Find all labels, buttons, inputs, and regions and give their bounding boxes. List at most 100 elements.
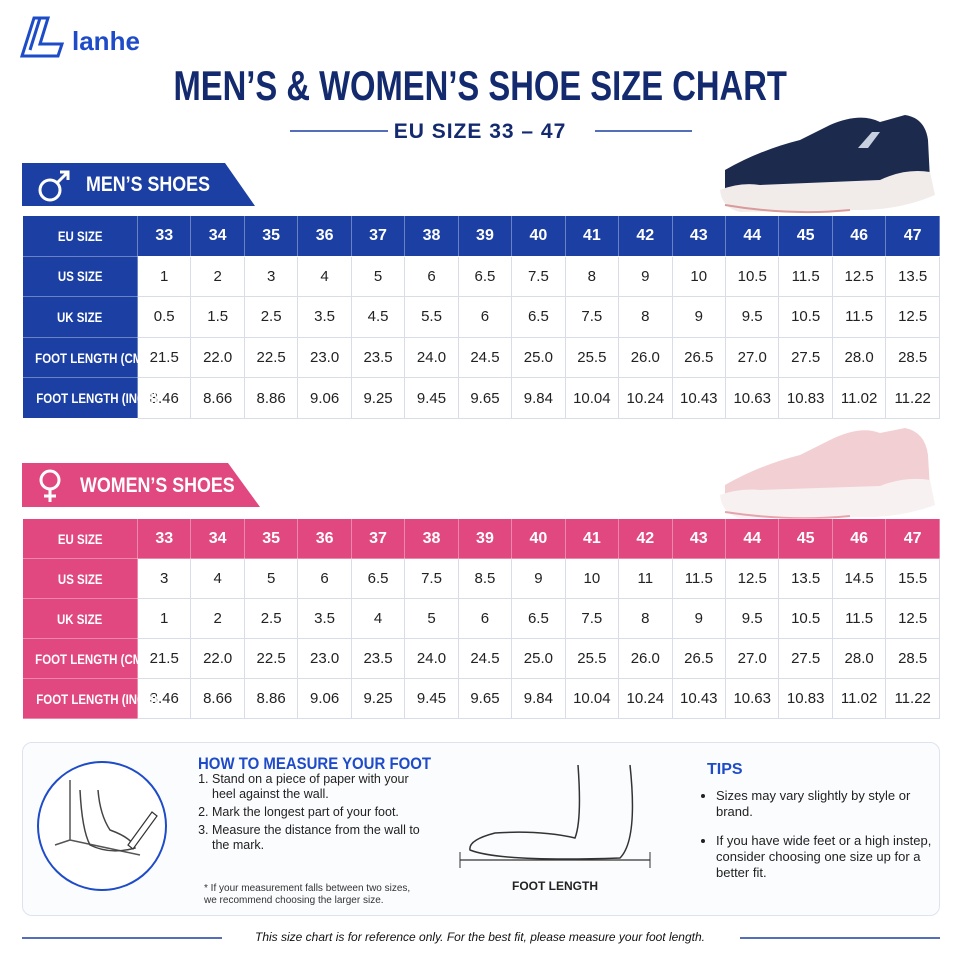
size-header: 46 [831, 215, 887, 257]
size-header: 45 [778, 518, 833, 559]
size-cell: 23.5 [350, 638, 406, 679]
size-cell: 9.84 [511, 377, 566, 419]
size-cell: 5 [350, 255, 406, 298]
size-cell: 6.5 [457, 255, 513, 298]
row-header: FOOT LENGTH (CM) [22, 638, 146, 679]
size-cell: 11.22 [885, 377, 940, 419]
size-cell: 8.86 [243, 678, 299, 719]
size-cell: 28.5 [885, 336, 940, 379]
row-header: UK SIZE [22, 296, 138, 338]
table-row: US SIZE 1 2 3 4 5 6 6.5 7.5 8 9 10 10.5 11.5 12.5 13.5 [22, 255, 940, 298]
row-header: UK SIZE [22, 598, 138, 639]
size-cell: 9.65 [457, 377, 513, 419]
size-cell: 9.06 [297, 678, 352, 719]
size-cell: 22.0 [190, 336, 245, 379]
table-row: FOOT LENGTH (INCH) 8.46 8.66 8.86 9.06 9.25 9.… [22, 678, 940, 719]
size-cell: 6.5 [511, 598, 566, 639]
row-header-text: FOOT LENGTH (INCH) [36, 690, 158, 707]
size-cell: 8 [564, 255, 620, 298]
title: MEN’S & WOMEN’S SHOE SIZE CHART [0, 62, 960, 110]
size-cell: 2.5 [243, 598, 299, 639]
table-row: EU SIZE 33 34 35 36 37 38 39 40 41 42 43 44 45 46 47 [22, 215, 940, 257]
size-cell: 9 [671, 296, 726, 338]
title-text: MEN’S & WOMEN’S SHOE SIZE CHART [173, 62, 787, 109]
size-cell: 10.63 [724, 377, 780, 419]
row-header-text: US SIZE [57, 570, 103, 587]
row-header-text: FOOT LENGTH (INCH) [36, 390, 158, 407]
size-cell: 25.5 [564, 336, 620, 379]
size-cell: 24.0 [404, 638, 459, 679]
tip: Sizes may vary slightly by style or bran… [716, 788, 946, 820]
size-cell: 10.24 [618, 377, 673, 419]
size-cell: 27.0 [724, 336, 780, 379]
logo-mark [19, 16, 65, 58]
size-cell: 26.0 [618, 638, 673, 679]
size-header: 38 [404, 215, 459, 257]
size-cell: 9.25 [350, 377, 406, 419]
row-header: US SIZE [22, 255, 138, 298]
size-header: 33 [136, 518, 192, 559]
size-header: 34 [190, 518, 245, 559]
measure-note: * If your measurement falls between two … [204, 883, 411, 906]
row-header-text: FOOT LENGTH (CM) [35, 650, 147, 667]
size-cell: 9.5 [724, 598, 780, 639]
size-cell: 22.5 [243, 638, 299, 679]
size-cell: 28.0 [831, 638, 887, 679]
size-cell: 10.5 [778, 598, 833, 639]
size-cell: 26.5 [671, 638, 726, 679]
tips-title: TIPS [707, 761, 743, 778]
table-row: UK SIZE 1 2 2.5 3.5 4 5 6 6.5 7.5 8 9 9.5 10.5 11.5 12.… [22, 598, 940, 639]
row-header: FOOT LENGTH (CM) [22, 336, 146, 379]
size-header: 36 [297, 518, 352, 559]
size-header: 34 [190, 215, 245, 257]
row-header: EU SIZE [22, 518, 138, 559]
size-cell: 27.5 [778, 638, 833, 679]
women-label: WOMEN’S SHOES [80, 474, 235, 497]
size-cell: 21.5 [136, 638, 192, 679]
size-cell: 13.5 [885, 255, 940, 298]
size-cell: 11 [618, 558, 673, 599]
size-cell: 6 [404, 255, 459, 298]
table-row: FOOT LENGTH (INCH) 8.46 8.66 8.86 9.06 9.25 9.… [22, 377, 940, 419]
size-cell: 6.5 [350, 558, 406, 599]
men-label: MEN’S SHOES [86, 173, 210, 196]
size-cell: 10.83 [778, 678, 833, 719]
size-header: 43 [671, 215, 726, 257]
size-cell: 8.46 [136, 678, 192, 719]
size-cell: 21.5 [136, 336, 192, 379]
size-cell: 11.02 [831, 377, 887, 419]
men-shoe [720, 115, 935, 214]
size-cell: 10 [671, 255, 726, 298]
male-icon [38, 170, 70, 202]
size-cell: 9.45 [404, 678, 459, 719]
size-header: 41 [564, 518, 620, 559]
men-banner [22, 163, 255, 206]
size-cell: 10.43 [671, 678, 726, 719]
size-cell: 2 [190, 255, 245, 298]
size-cell: 22.0 [190, 638, 245, 679]
size-cell: 27.5 [778, 336, 833, 379]
size-header: 47 [885, 215, 940, 257]
foot-length-label: FOOT LENGTH [512, 879, 598, 893]
size-cell: 28.0 [831, 336, 887, 379]
size-header: 35 [243, 215, 299, 257]
size-cell: 8.66 [190, 377, 245, 419]
size-header: 47 [885, 518, 940, 559]
size-cell: 11.5 [778, 255, 833, 298]
size-cell: 9.25 [350, 678, 406, 719]
men-table: EU SIZE 33 34 35 36 37 38 39 40 41 42 43 44 45 46 47 US … [22, 215, 940, 419]
size-cell: 8.86 [243, 377, 299, 419]
size-cell: 4 [350, 598, 406, 639]
size-cell: 10.63 [724, 678, 780, 719]
size-cell: 8 [618, 598, 673, 639]
row-header-text: UK SIZE [57, 610, 103, 627]
size-cell: 4 [297, 255, 352, 298]
size-cell: 6.5 [511, 296, 566, 338]
tip: If you have wide feet or a high instep, … [716, 833, 946, 881]
measure-box [22, 742, 940, 916]
row-header-text: EU SIZE [57, 530, 103, 547]
size-cell: 23.0 [297, 336, 352, 379]
size-header: 39 [457, 215, 513, 257]
size-cell: 27.0 [724, 638, 780, 679]
size-cell: 11.5 [831, 296, 887, 338]
